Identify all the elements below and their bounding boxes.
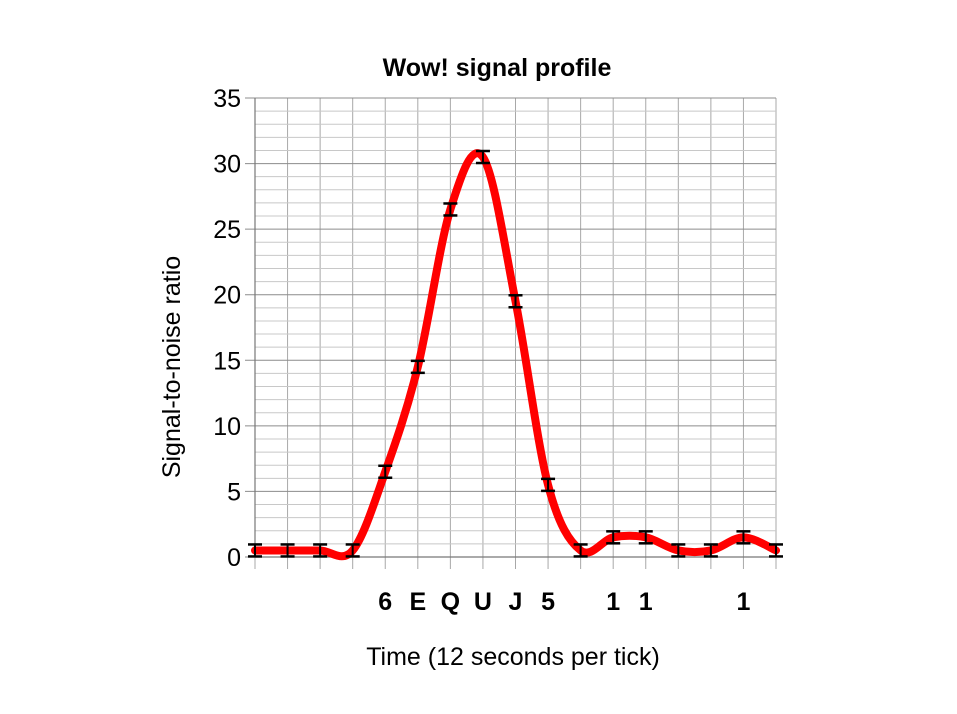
- x-tick-label: 1: [736, 588, 750, 616]
- y-tick-label: 20: [213, 282, 241, 310]
- error-bar: [443, 202, 458, 217]
- y-tick-label: 10: [213, 413, 241, 441]
- x-tick-label: 5: [541, 588, 555, 616]
- error-bar: [769, 543, 783, 558]
- x-tick-label: 1: [606, 588, 620, 616]
- error-bar: [280, 543, 295, 558]
- chart-title: Wow! signal profile: [383, 54, 612, 82]
- x-tick-label: 1: [639, 588, 653, 616]
- error-bar: [638, 530, 653, 545]
- y-tick-label: 15: [213, 347, 241, 375]
- error-bar: [606, 530, 621, 545]
- x-axis-label: Time (12 seconds per tick): [366, 643, 660, 671]
- error-bar: [345, 543, 360, 558]
- error-bar: [508, 294, 523, 309]
- error-bar: [703, 543, 718, 558]
- error-bars: [248, 149, 783, 558]
- error-bar: [541, 477, 556, 493]
- y-tick-label: 30: [213, 151, 241, 179]
- error-bar: [410, 359, 425, 375]
- y-axis-label: Signal-to-noise ratio: [158, 256, 186, 478]
- x-tick-label: 6: [378, 588, 392, 616]
- x-tick-label: J: [509, 588, 523, 616]
- error-bar: [475, 149, 490, 165]
- error-bar: [573, 543, 588, 558]
- y-tick-label: 0: [227, 544, 241, 572]
- error-bar: [671, 543, 686, 558]
- y-axis-ticks: 0 5 10 15 20 25 30 35: [213, 85, 241, 572]
- error-bar: [736, 530, 751, 545]
- grid: [245, 97, 777, 569]
- y-tick-label: 35: [213, 85, 241, 113]
- error-bar: [248, 543, 262, 558]
- x-tick-label: E: [409, 588, 426, 616]
- x-tick-label: U: [474, 588, 492, 616]
- y-tick-label: 5: [227, 478, 241, 506]
- x-tick-label: Q: [441, 588, 460, 616]
- error-bar: [313, 543, 328, 558]
- error-bar: [378, 464, 393, 480]
- y-tick-label: 25: [213, 216, 241, 244]
